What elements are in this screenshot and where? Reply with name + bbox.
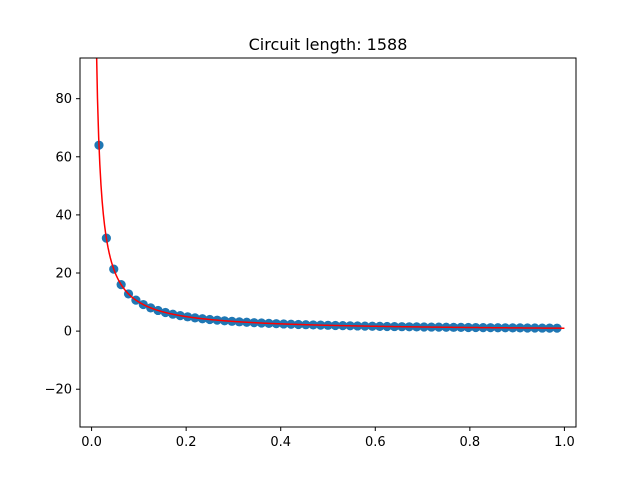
y-tick-label: 60 [55, 150, 72, 165]
x-tick-label: 1.0 [554, 435, 575, 450]
chart-title: Circuit length: 1588 [249, 35, 408, 54]
y-axis: −20 0 20 40 60 80 [45, 92, 80, 398]
x-axis: 0.0 0.2 0.4 0.6 0.8 1.0 [81, 427, 575, 450]
x-tick-label: 0.8 [460, 435, 481, 450]
y-tick-label: 80 [55, 92, 72, 107]
fit-curve-line [95, 58, 565, 329]
x-tick-label: 0.4 [270, 435, 291, 450]
y-tick-label: −20 [45, 383, 72, 398]
x-tick-label: 0.2 [176, 435, 197, 450]
plot-area [94, 58, 565, 333]
x-tick-label: 0.6 [365, 435, 386, 450]
y-tick-label: 20 [55, 267, 72, 282]
x-tick-label: 0.0 [81, 435, 102, 450]
y-tick-label: 40 [55, 208, 72, 223]
plot-frame [79, 57, 577, 428]
y-tick-label: 0 [64, 325, 72, 340]
